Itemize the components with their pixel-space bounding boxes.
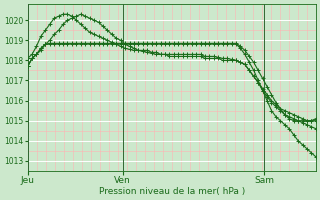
X-axis label: Pression niveau de la mer( hPa ): Pression niveau de la mer( hPa ) bbox=[99, 187, 245, 196]
